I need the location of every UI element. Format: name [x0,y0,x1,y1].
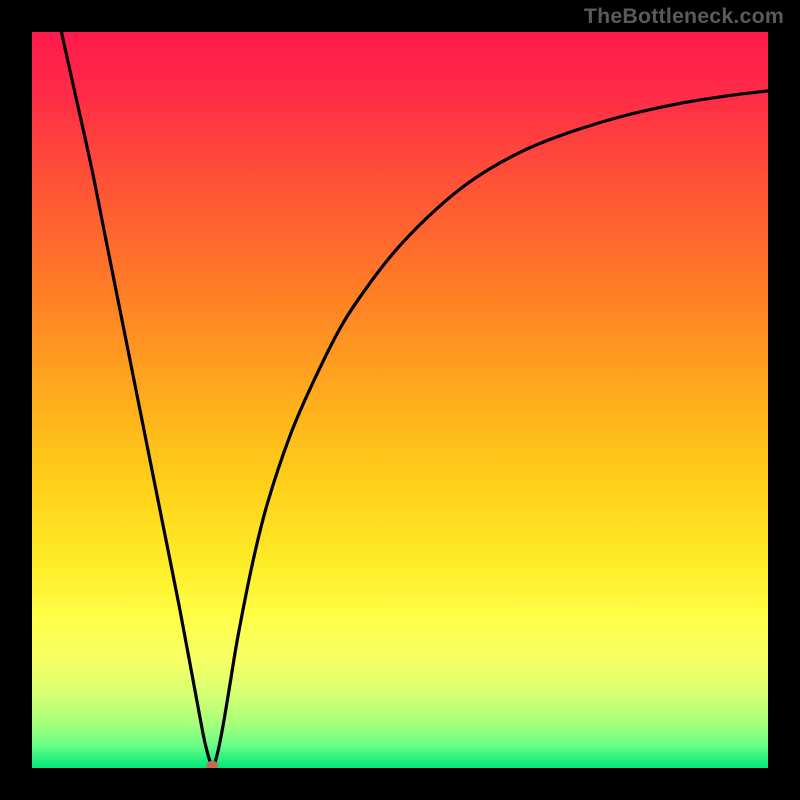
plot-background [32,32,768,768]
watermark-text: TheBottleneck.com [584,4,784,29]
chart-frame: TheBottleneck.com [0,0,800,800]
plot-area [32,32,768,768]
chart-svg [32,32,768,768]
